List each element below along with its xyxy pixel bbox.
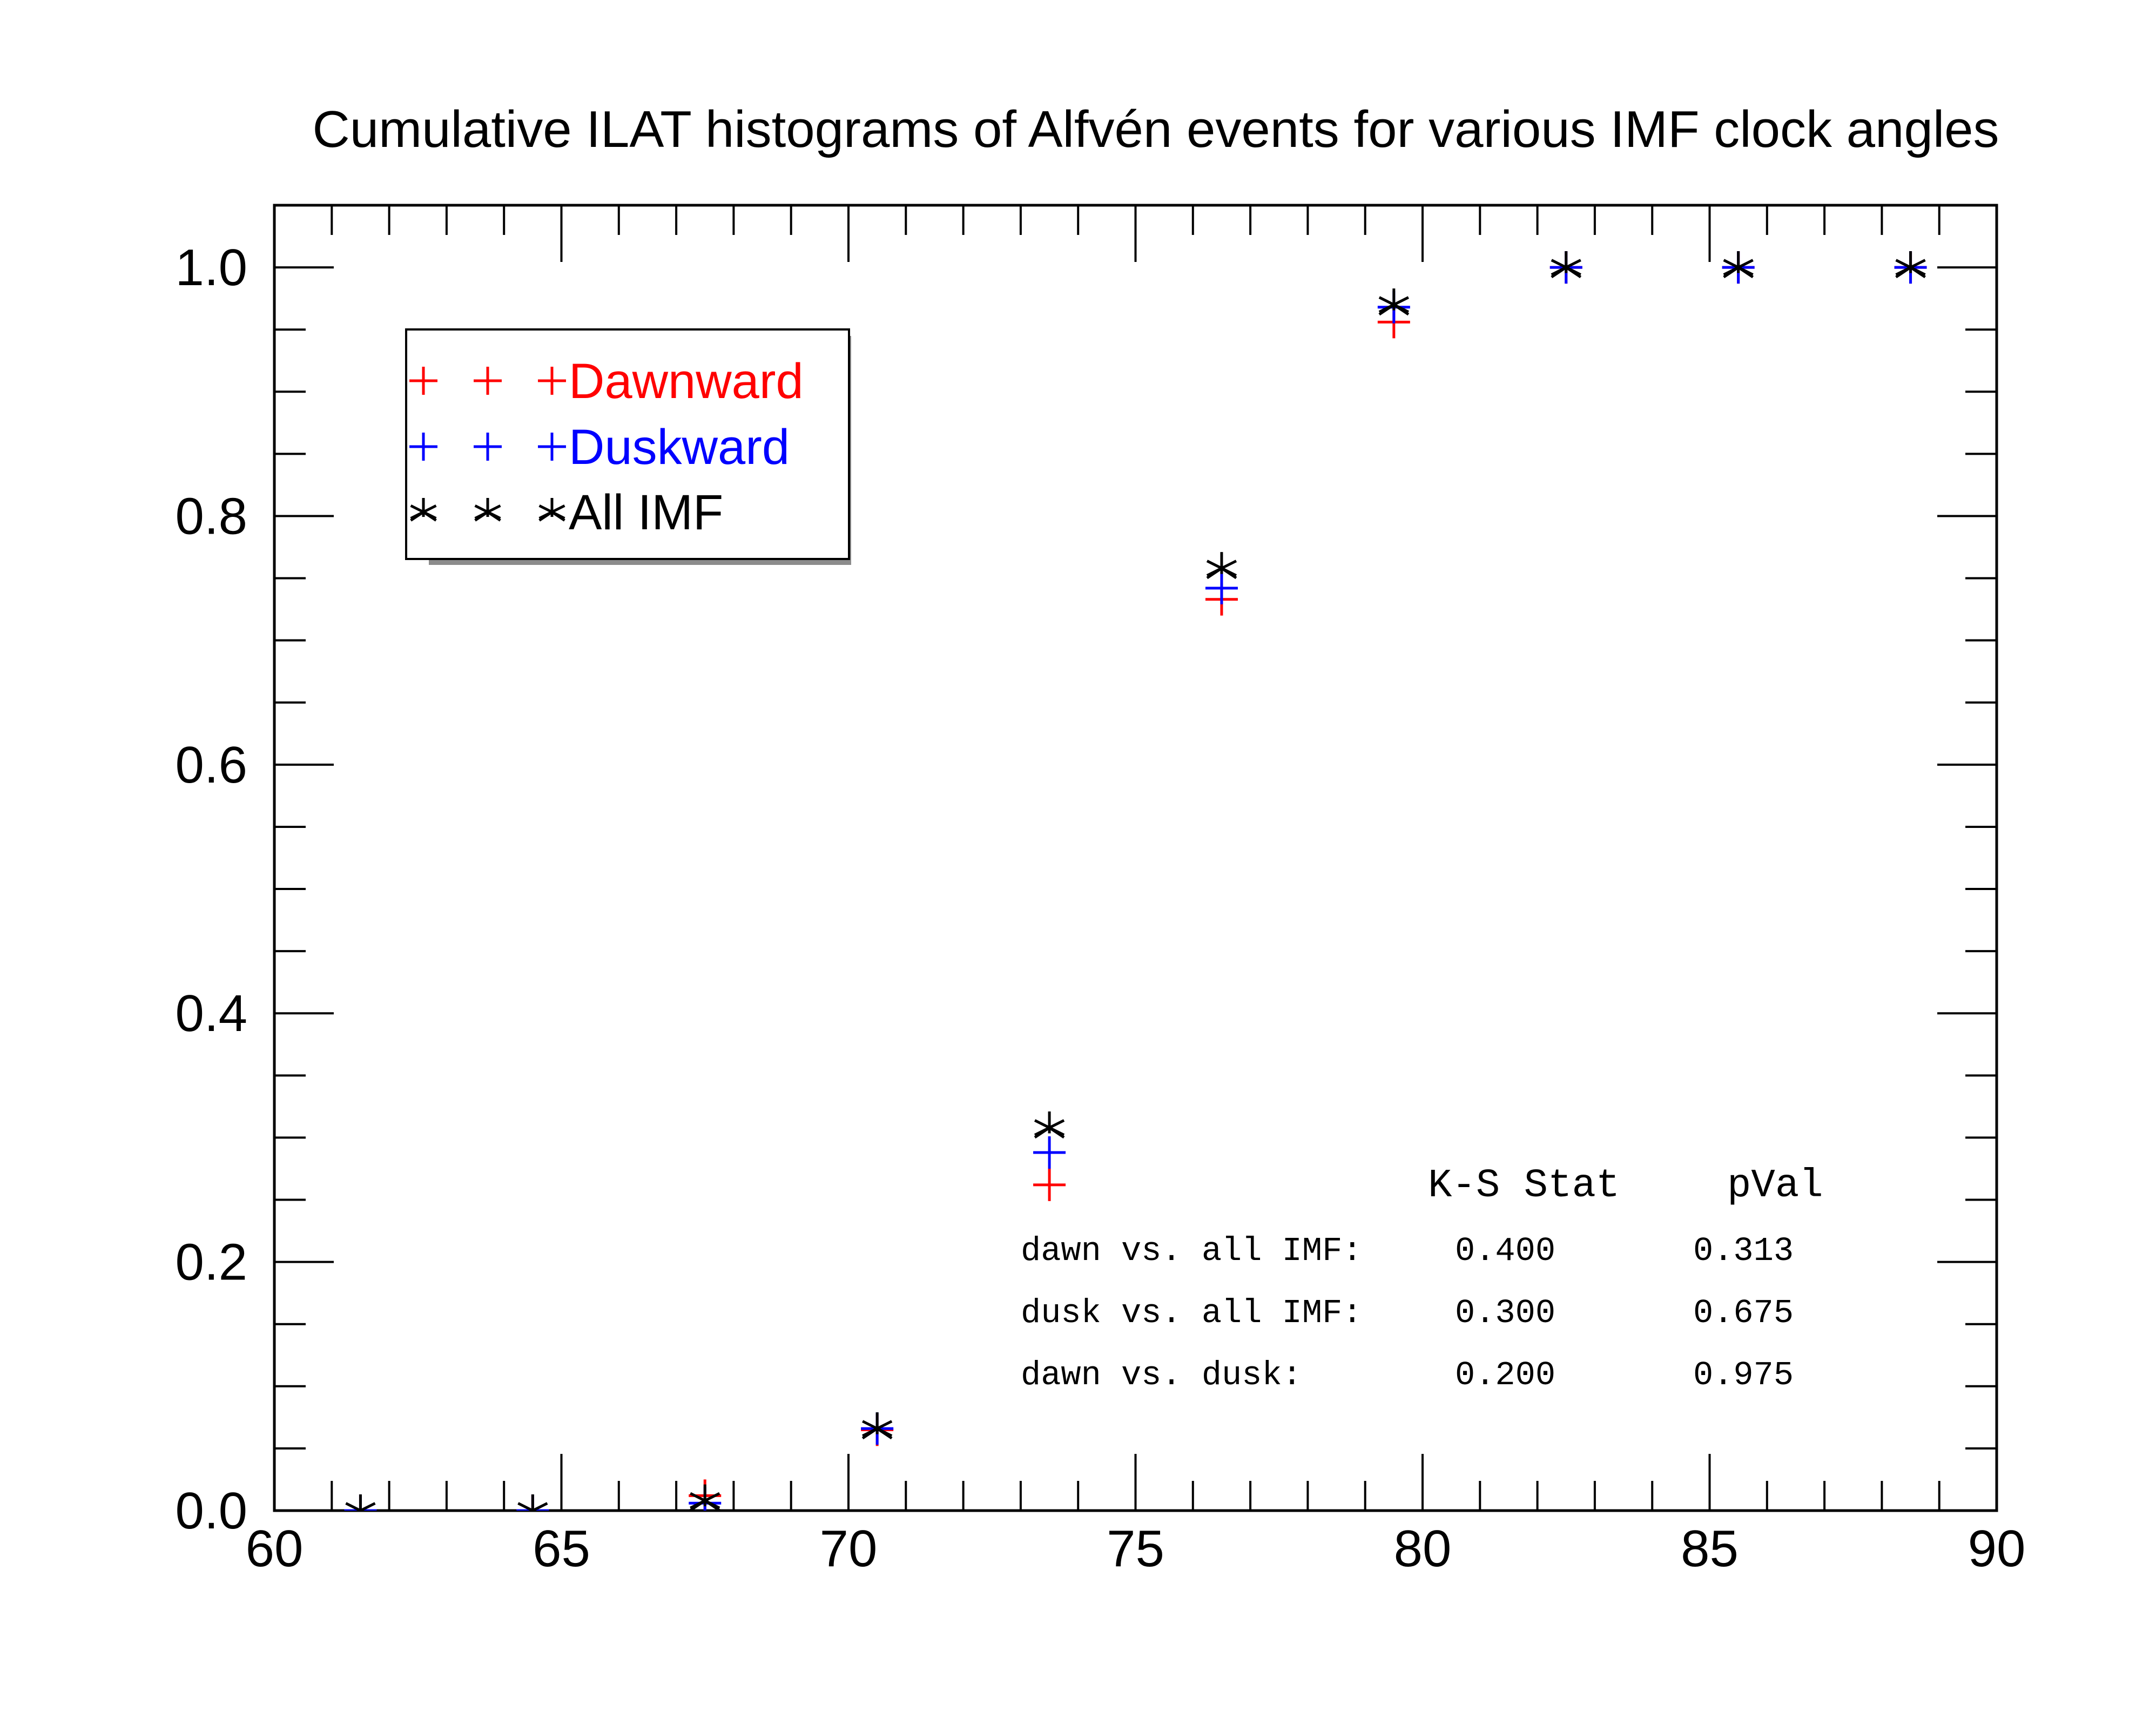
ks-stat-header: K-S Stat (1428, 1163, 1620, 1209)
point-duskward (1033, 1136, 1066, 1169)
legend-marker-all-imf (538, 498, 565, 522)
y-tick-label: 1.0 (176, 239, 247, 297)
point-all-imf (1378, 288, 1410, 316)
axes: 60 65 70 75 80 85 90 0.0 0.2 0.4 0.6 0.8 1.0 (176, 204, 2026, 1578)
legend-label-duskward: Duskward (569, 420, 790, 475)
ks-stat-table: K-S Stat pVal dawn vs. all IMF: 0.400 0.313 d… (1021, 1163, 1823, 1394)
legend-label-dawnward: Dawnward (569, 354, 804, 409)
y-tick-label: 0.8 (176, 487, 247, 545)
legend-marker-dawnward (538, 367, 566, 395)
ks-row-pval: 0.313 (1693, 1232, 1794, 1270)
point-all-imf (861, 1412, 893, 1440)
legend-box (405, 328, 850, 560)
point-duskward (1205, 571, 1238, 604)
ks-row-label: dusk vs. all IMF: (1021, 1294, 1363, 1332)
point-all-imf (689, 1484, 720, 1511)
legend: Dawnward Duskward All IMF (405, 328, 851, 565)
point-all-imf (1723, 251, 1754, 279)
legend-marker-all-imf (474, 498, 501, 522)
ks-row-label: dawn vs. all IMF: (1021, 1232, 1363, 1270)
x-tick-label: 85 (1681, 1520, 1739, 1578)
point-all-imf (345, 1494, 376, 1511)
legend-marker-duskward (409, 433, 437, 461)
y-tick-label: 0.2 (176, 1234, 247, 1291)
legend-items: Dawnward Duskward All IMF (409, 354, 804, 540)
x-tick-label: 80 (1394, 1520, 1452, 1578)
chart-title: Cumulative ILAT histograms of Alfvén eve… (312, 100, 1999, 158)
ks-row-label: dawn vs. dusk: (1021, 1356, 1302, 1394)
ks-row-pval: 0.975 (1693, 1356, 1794, 1394)
point-all-imf (1206, 552, 1237, 580)
y-tick-label: 0.0 (176, 1482, 247, 1540)
y-tick-label: 0.6 (176, 736, 247, 794)
pval-header: pVal (1727, 1163, 1823, 1209)
point-dawnward (1033, 1168, 1066, 1201)
ks-row-stat: 0.400 (1455, 1232, 1555, 1270)
point-all-imf (517, 1494, 548, 1511)
point-all-imf (1034, 1111, 1065, 1139)
x-tick-label: 70 (820, 1520, 878, 1578)
ks-row-stat: 0.200 (1455, 1356, 1555, 1394)
ks-row-pval: 0.675 (1693, 1294, 1794, 1332)
x-tick-label: 75 (1107, 1520, 1164, 1578)
legend-marker-dawnward (409, 367, 437, 395)
data-marks (344, 251, 1927, 1511)
legend-label-all-imf: All IMF (569, 485, 723, 540)
point-all-imf (1551, 251, 1582, 279)
legend-marker-dawnward (474, 367, 502, 395)
legend-marker-duskward (538, 433, 566, 461)
x-tick-label: 90 (1968, 1520, 2026, 1578)
legend-marker-all-imf (410, 498, 437, 522)
legend-marker-duskward (474, 433, 502, 461)
point-all-imf (1895, 251, 1926, 279)
y-tick-label: 0.4 (176, 985, 247, 1042)
ks-row-stat: 0.300 (1455, 1294, 1555, 1332)
x-tick-label: 65 (533, 1520, 590, 1578)
x-tick-label: 60 (246, 1520, 304, 1578)
